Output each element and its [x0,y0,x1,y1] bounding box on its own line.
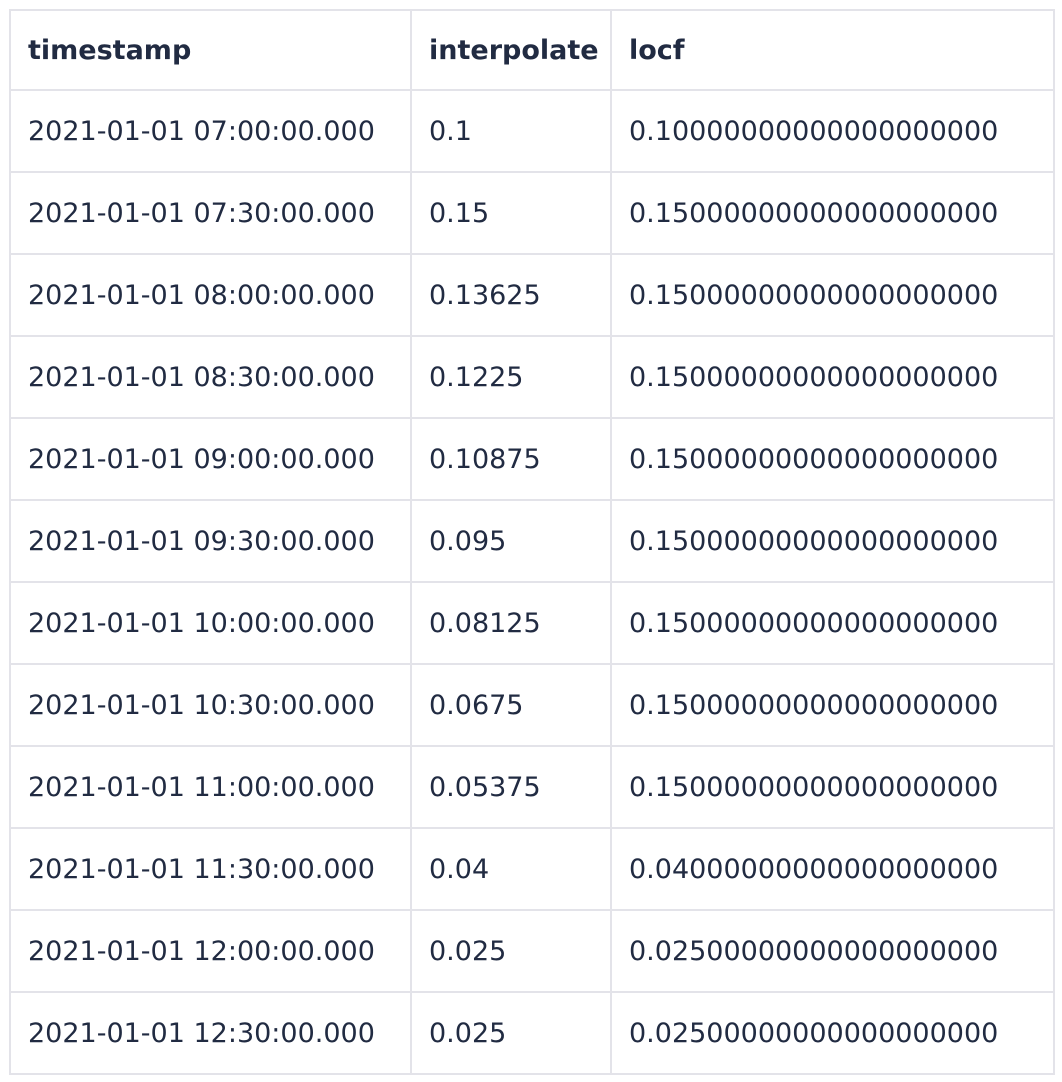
table-header: timestamp interpolate locf [9,9,1055,91]
table-cell-timestamp: 2021-01-01 08:30:00.000 [9,335,412,419]
table-row: 2021-01-01 12:00:00.000 0.025 0.0250000000… [9,909,1055,993]
table-row: 2021-01-01 09:00:00.000 0.10875 0.15000000… [9,417,1055,501]
table-cell-locf: 0.15000000000000000000 [610,581,1055,665]
table-row: 2021-01-01 10:00:00.000 0.08125 0.15000000… [9,581,1055,665]
column-header-timestamp: timestamp [9,9,412,91]
table-cell-interpolate: 0.025 [410,909,612,993]
table-row: 2021-01-01 07:30:00.000 0.15 0.15000000000… [9,171,1055,255]
column-header-interpolate: interpolate [410,9,612,91]
table-row: 2021-01-01 09:30:00.000 0.095 0.1500000000… [9,499,1055,583]
table-cell-interpolate: 0.025 [410,991,612,1075]
table-cell-timestamp: 2021-01-01 12:00:00.000 [9,909,412,993]
table-cell-timestamp: 2021-01-01 12:30:00.000 [9,991,412,1075]
table-cell-timestamp: 2021-01-01 07:30:00.000 [9,171,412,255]
table-cell-interpolate: 0.04 [410,827,612,911]
table-body: 2021-01-01 07:00:00.000 0.1 0.100000000000… [9,89,1055,1075]
column-header-locf: locf [610,9,1055,91]
table-cell-locf: 0.02500000000000000000 [610,991,1055,1075]
table-cell-locf: 0.15000000000000000000 [610,417,1055,501]
table-cell-interpolate: 0.10875 [410,417,612,501]
table-cell-locf: 0.04000000000000000000 [610,827,1055,911]
table-cell-timestamp: 2021-01-01 11:00:00.000 [9,745,412,829]
table-cell-locf: 0.15000000000000000000 [610,253,1055,337]
table-row: 2021-01-01 08:30:00.000 0.1225 0.150000000… [9,335,1055,419]
table-cell-interpolate: 0.08125 [410,581,612,665]
table-cell-interpolate: 0.13625 [410,253,612,337]
table-cell-locf: 0.10000000000000000000 [610,89,1055,173]
table-cell-timestamp: 2021-01-01 11:30:00.000 [9,827,412,911]
table-cell-locf: 0.15000000000000000000 [610,171,1055,255]
table-row: 2021-01-01 11:30:00.000 0.04 0.04000000000… [9,827,1055,911]
table-cell-timestamp: 2021-01-01 10:30:00.000 [9,663,412,747]
table-cell-interpolate: 0.0675 [410,663,612,747]
table-cell-interpolate: 0.1 [410,89,612,173]
data-table: timestamp interpolate locf 2021-01-01 07:0… [9,9,1055,1075]
table-row: 2021-01-01 10:30:00.000 0.0675 0.150000000… [9,663,1055,747]
table-cell-locf: 0.15000000000000000000 [610,335,1055,419]
table-cell-locf: 0.02500000000000000000 [610,909,1055,993]
table-cell-locf: 0.15000000000000000000 [610,499,1055,583]
table-cell-interpolate: 0.05375 [410,745,612,829]
table-cell-timestamp: 2021-01-01 09:00:00.000 [9,417,412,501]
table-row: 2021-01-01 07:00:00.000 0.1 0.100000000000… [9,89,1055,173]
table-cell-interpolate: 0.15 [410,171,612,255]
table-row: 2021-01-01 11:00:00.000 0.05375 0.15000000… [9,745,1055,829]
table-cell-timestamp: 2021-01-01 07:00:00.000 [9,89,412,173]
header-row: timestamp interpolate locf [9,9,1055,91]
table-cell-interpolate: 0.095 [410,499,612,583]
table-cell-locf: 0.15000000000000000000 [610,663,1055,747]
table-row: 2021-01-01 12:30:00.000 0.025 0.0250000000… [9,991,1055,1075]
table-cell-interpolate: 0.1225 [410,335,612,419]
results-table-container: timestamp interpolate locf 2021-01-01 07:0… [9,9,1055,1075]
table-cell-timestamp: 2021-01-01 08:00:00.000 [9,253,412,337]
table-cell-timestamp: 2021-01-01 10:00:00.000 [9,581,412,665]
table-cell-locf: 0.15000000000000000000 [610,745,1055,829]
table-row: 2021-01-01 08:00:00.000 0.13625 0.15000000… [9,253,1055,337]
table-cell-timestamp: 2021-01-01 09:30:00.000 [9,499,412,583]
